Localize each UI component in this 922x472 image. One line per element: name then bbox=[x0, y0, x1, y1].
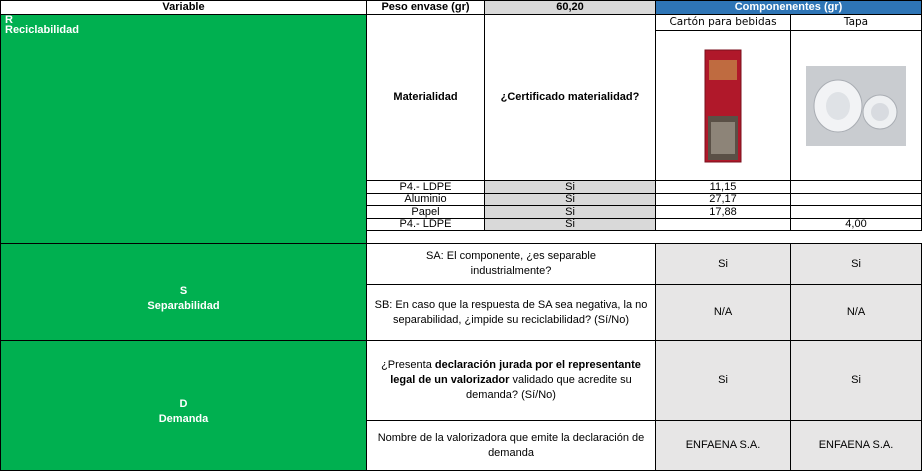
cell: Si bbox=[655, 340, 791, 421]
header-cell: Peso envase (gr) bbox=[366, 0, 485, 15]
cell: Si bbox=[484, 218, 656, 231]
text: Variable bbox=[162, 1, 205, 14]
cell: P4.- LDPE bbox=[366, 218, 485, 231]
cell: Si bbox=[484, 205, 656, 219]
cap-image bbox=[806, 65, 906, 146]
text: N/A bbox=[713, 306, 733, 319]
cell: ENFAENA S.A. bbox=[655, 420, 791, 471]
cell: Si bbox=[484, 180, 656, 194]
cell: 4,00 bbox=[790, 218, 922, 231]
text: ¿Presenta bbox=[381, 359, 435, 372]
text: P4.- LDPE bbox=[399, 180, 452, 193]
text: SA: El componente, ¿es separable industr… bbox=[426, 250, 596, 277]
cell: Si bbox=[790, 243, 922, 285]
text: Demanda bbox=[158, 412, 209, 425]
header-cell: Variable bbox=[0, 0, 367, 15]
cell: Tapa bbox=[790, 14, 922, 31]
text: 60,20 bbox=[556, 1, 584, 14]
text: Si bbox=[565, 180, 575, 193]
text: Si bbox=[565, 193, 575, 205]
cell: Si bbox=[790, 340, 922, 421]
cell: ¿Presenta declaración jurada por el repr… bbox=[366, 340, 656, 421]
text: Separabilidad bbox=[147, 300, 220, 312]
text: Reciclabilidad bbox=[5, 24, 79, 36]
text: Materialidad bbox=[393, 91, 458, 104]
cell: 17,88 bbox=[655, 205, 791, 219]
text: Si bbox=[851, 374, 861, 387]
cell: ¿Certificado materialidad? bbox=[484, 14, 656, 181]
text: Si bbox=[565, 205, 575, 218]
text: 4,00 bbox=[845, 218, 867, 230]
carton-image bbox=[704, 49, 742, 162]
text: Papel bbox=[411, 205, 440, 218]
header-cell: Componenentes (gr) bbox=[655, 0, 922, 15]
text: validado que acredite su demanda? (Sí/No… bbox=[466, 374, 632, 401]
text: R bbox=[5, 14, 13, 26]
text: Aluminio bbox=[404, 193, 447, 205]
text: D bbox=[179, 397, 188, 410]
section-label: S Separabilidad bbox=[0, 243, 367, 341]
cell bbox=[790, 205, 922, 219]
cell: Si bbox=[655, 243, 791, 285]
text: SB: En caso que la respuesta de SA sea n… bbox=[374, 298, 648, 326]
text: Componenentes (gr) bbox=[734, 1, 843, 14]
text: ENFAENA S.A. bbox=[818, 439, 894, 452]
cell: Cartón para bebidas bbox=[655, 14, 791, 31]
image-cell bbox=[790, 30, 922, 181]
image-cell bbox=[655, 30, 791, 181]
cell: 11,15 bbox=[655, 180, 791, 194]
text: Si bbox=[718, 374, 728, 387]
text: P4.- LDPE bbox=[399, 218, 452, 230]
text: Peso envase (gr) bbox=[381, 1, 470, 14]
text: N/A bbox=[846, 306, 866, 319]
cell: P4.- LDPE bbox=[366, 180, 485, 194]
text: 27,17 bbox=[709, 193, 737, 205]
cell: Papel bbox=[366, 205, 485, 219]
text: Si bbox=[718, 257, 728, 270]
cell bbox=[790, 180, 922, 194]
header-cell: 60,20 bbox=[484, 0, 656, 15]
text: declaración jurada por el representante … bbox=[390, 359, 641, 387]
text: Tapa bbox=[843, 16, 869, 29]
text: ¿Certificado materialidad? bbox=[500, 91, 640, 104]
text: 11,15 bbox=[709, 180, 737, 193]
text: ENFAENA S.A. bbox=[685, 439, 761, 452]
text: Cartón para bebidas bbox=[669, 16, 777, 29]
text: Si bbox=[565, 218, 575, 230]
text: 17,88 bbox=[709, 205, 737, 218]
cell: SA: El componente, ¿es separable industr… bbox=[366, 243, 656, 285]
text: ¿Presenta declaración jurada por el repr… bbox=[371, 358, 651, 403]
text: Si bbox=[851, 257, 861, 270]
text: Nombre de la valorizadora que emite la d… bbox=[377, 431, 645, 459]
section-label: R Reciclabilidad bbox=[0, 14, 367, 244]
cell: ENFAENA S.A. bbox=[790, 420, 922, 471]
cell: SB: En caso que la respuesta de SA sea n… bbox=[366, 284, 656, 341]
cell: Materialidad bbox=[366, 14, 485, 181]
text: S bbox=[179, 285, 188, 298]
section-label: D Demanda bbox=[0, 340, 367, 471]
cell: N/A bbox=[655, 284, 791, 341]
cell: N/A bbox=[790, 284, 922, 341]
cell bbox=[655, 218, 791, 231]
cell: Nombre de la valorizadora que emite la d… bbox=[366, 420, 656, 471]
